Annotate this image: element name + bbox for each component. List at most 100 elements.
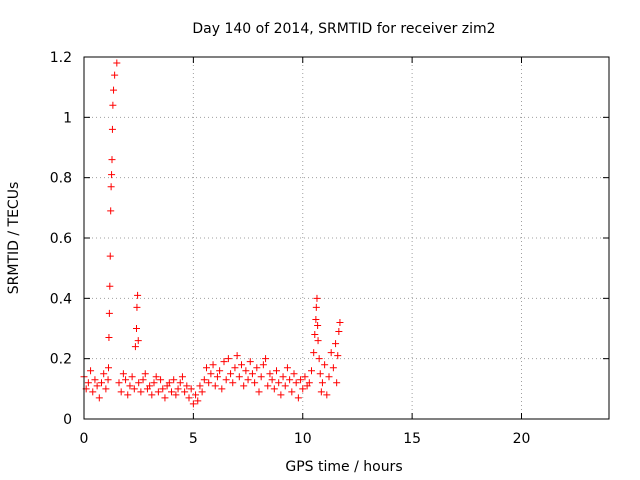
data-point: [222, 376, 230, 384]
data-point: [305, 379, 313, 387]
data-point: [207, 370, 215, 378]
data-point: [89, 388, 97, 396]
data-point: [154, 388, 162, 396]
y-axis-label: SRMTID / TECUs: [6, 182, 22, 295]
data-point: [135, 379, 143, 387]
data-point: [107, 183, 115, 191]
data-point: [244, 376, 252, 384]
tick-layer: 0 5 10 15 20 0 0.2 0.4 0.6 0.8 1 1.2: [50, 50, 609, 447]
data-point: [105, 334, 113, 342]
plot-frame: [83, 56, 610, 420]
data-point: [137, 388, 145, 396]
data-point: [316, 370, 324, 378]
data-point: [315, 355, 323, 363]
x-tick-label: 10: [294, 431, 312, 447]
data-point: [108, 156, 116, 164]
data-point: [251, 379, 259, 387]
data-point: [268, 376, 276, 384]
data-point: [308, 367, 315, 375]
data-point: [270, 385, 278, 393]
data-point: [216, 367, 224, 375]
y-tick-label: 1.2: [50, 50, 72, 66]
data-point: [107, 207, 115, 215]
data-point: [227, 370, 235, 378]
data-point: [133, 303, 141, 311]
data-point: [111, 71, 119, 79]
data-point: [98, 379, 105, 387]
data-point: [240, 382, 248, 390]
data-point: [176, 379, 184, 387]
data-point: [93, 382, 101, 390]
data-point: [95, 394, 103, 402]
data-point: [233, 352, 241, 360]
data-point: [110, 86, 118, 94]
data-point: [257, 373, 265, 381]
data-point: [321, 361, 329, 369]
data-point: [105, 364, 112, 372]
data-point: [122, 376, 130, 384]
data-point: [113, 59, 121, 67]
data-point: [334, 352, 342, 360]
data-point: [165, 379, 173, 387]
data-point: [264, 382, 272, 390]
data-point: [294, 394, 302, 402]
data-point: [117, 388, 125, 396]
data-point: [115, 379, 123, 387]
data-point: [203, 364, 210, 372]
data-point: [248, 370, 256, 378]
data-point: [161, 394, 169, 402]
data-point: [277, 391, 285, 399]
data-point: [106, 252, 114, 260]
data-point: [262, 355, 270, 363]
y-tick-label: 1: [63, 110, 72, 126]
x-axis-label: GPS time / hours: [285, 459, 402, 475]
data-point: [131, 343, 139, 351]
x-tick-label: 20: [513, 431, 531, 447]
data-point: [259, 361, 267, 369]
data-point: [311, 331, 319, 339]
data-point: [218, 385, 226, 393]
data-point: [172, 391, 180, 399]
grid-layer: [84, 57, 609, 419]
data-point: [209, 361, 217, 369]
data-point: [273, 367, 280, 375]
data-point: [104, 376, 112, 384]
data-point: [134, 291, 142, 299]
data-point: [335, 328, 343, 336]
data-point: [333, 379, 341, 387]
points-layer: [80, 59, 344, 408]
data-point: [229, 379, 237, 387]
data-point: [196, 382, 204, 390]
data-point: [141, 370, 149, 378]
y-tick-label: 0: [63, 412, 72, 428]
data-point: [91, 376, 99, 384]
y-tick-label: 0.8: [50, 171, 72, 187]
data-point: [297, 376, 305, 384]
data-point: [150, 379, 158, 387]
data-point: [133, 325, 140, 332]
data-point: [148, 391, 156, 399]
data-point: [327, 349, 335, 357]
data-point: [205, 379, 213, 387]
y-tick-label: 0.2: [50, 352, 72, 368]
data-point: [238, 361, 245, 369]
chart-title: Day 140 of 2014, SRMTID for receiver zim…: [192, 21, 495, 37]
x-tick-label: 0: [80, 431, 89, 447]
data-point: [109, 101, 117, 109]
data-point: [124, 391, 132, 399]
data-point: [332, 340, 340, 348]
data-point: [174, 385, 182, 393]
data-point: [317, 388, 325, 396]
data-point: [224, 355, 232, 363]
x-tick-label: 15: [403, 431, 421, 447]
data-point: [194, 397, 202, 405]
data-point: [183, 382, 191, 390]
data-point: [299, 385, 307, 393]
data-point: [187, 385, 195, 393]
data-point: [84, 379, 92, 387]
data-point: [106, 282, 114, 290]
data-point: [119, 370, 127, 378]
data-point: [281, 382, 289, 390]
data-point: [189, 400, 197, 408]
